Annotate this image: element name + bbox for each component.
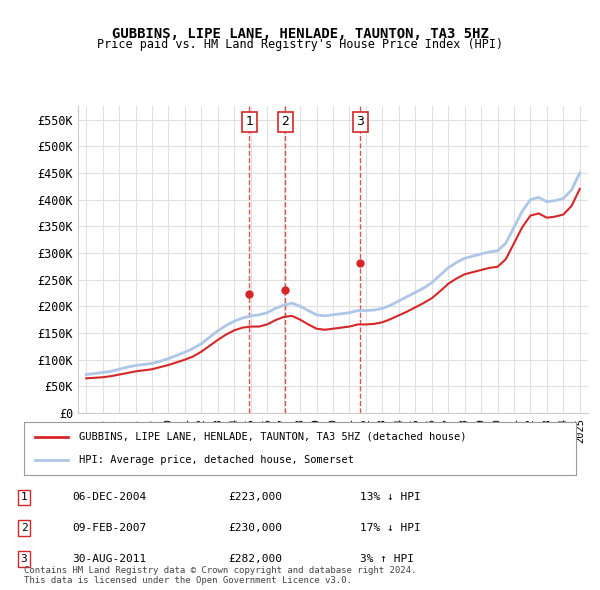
Text: GUBBINS, LIPE LANE, HENLADE, TAUNTON, TA3 5HZ (detached house): GUBBINS, LIPE LANE, HENLADE, TAUNTON, TA…: [79, 432, 467, 442]
Text: 1: 1: [20, 493, 28, 502]
Text: 2: 2: [281, 116, 289, 129]
Text: 09-FEB-2007: 09-FEB-2007: [72, 523, 146, 533]
Text: 3: 3: [20, 554, 28, 563]
Text: Price paid vs. HM Land Registry's House Price Index (HPI): Price paid vs. HM Land Registry's House …: [97, 38, 503, 51]
Text: 1: 1: [245, 116, 253, 129]
Text: £230,000: £230,000: [228, 523, 282, 533]
Text: GUBBINS, LIPE LANE, HENLADE, TAUNTON, TA3 5HZ: GUBBINS, LIPE LANE, HENLADE, TAUNTON, TA…: [112, 27, 488, 41]
Text: Contains HM Land Registry data © Crown copyright and database right 2024.
This d: Contains HM Land Registry data © Crown c…: [24, 566, 416, 585]
Text: 13% ↓ HPI: 13% ↓ HPI: [360, 493, 421, 502]
Text: 3% ↑ HPI: 3% ↑ HPI: [360, 554, 414, 563]
Text: 06-DEC-2004: 06-DEC-2004: [72, 493, 146, 502]
Text: 17% ↓ HPI: 17% ↓ HPI: [360, 523, 421, 533]
Text: 2: 2: [20, 523, 28, 533]
Text: £223,000: £223,000: [228, 493, 282, 502]
Text: 3: 3: [356, 116, 364, 129]
Text: HPI: Average price, detached house, Somerset: HPI: Average price, detached house, Some…: [79, 455, 354, 465]
Text: 30-AUG-2011: 30-AUG-2011: [72, 554, 146, 563]
Text: £282,000: £282,000: [228, 554, 282, 563]
